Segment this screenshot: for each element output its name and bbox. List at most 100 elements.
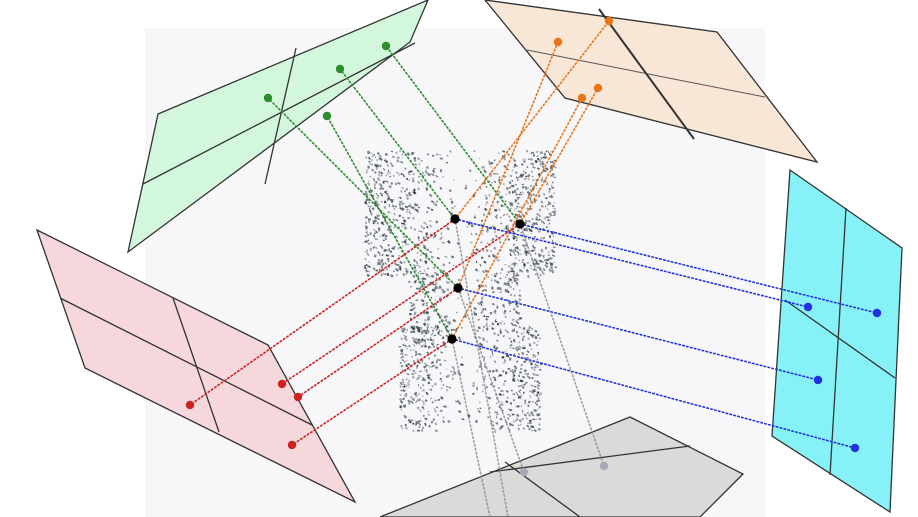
cloud-speck [538,159,542,164]
cloud-speck [490,279,493,282]
cloud-speck [407,381,410,384]
cloud-speck [525,226,530,231]
cloud-speck [423,369,426,372]
cloud-speck [509,253,512,257]
cloud-speck [400,389,403,392]
cloud-speck [502,205,505,207]
pink-plane-grid-line-v [172,297,220,433]
cloud-speck [537,351,540,354]
cloud-speck [445,256,448,258]
cloud-speck [422,339,427,343]
cloud-speck [509,340,512,343]
cloud-speck [446,320,450,324]
cloud-speck [429,281,434,285]
cloud-speck [526,372,530,375]
cloud-speck [434,422,438,426]
cloud-speck [542,220,546,225]
cloud-speck [548,268,552,273]
cloud-speck [535,374,539,376]
cloud-speck [514,199,518,203]
cloud-speck [544,259,547,262]
cloud-speck [439,168,443,173]
cloud-speck [548,251,550,254]
cloud-speck [369,162,372,165]
orange-projected-point [553,37,563,47]
cloud-speck [526,354,528,356]
cloud-speck [501,268,504,271]
cloud-speck [489,325,491,327]
cloud-speck [387,258,390,261]
cloud-speck [485,340,489,343]
cloud-speck [485,284,487,288]
cloud-speck [399,393,402,397]
cloud-speck [385,174,388,177]
cloud-speck [467,222,471,226]
cloud-speck [519,367,523,371]
cloud-speck [552,246,556,249]
cloud-speck [520,405,523,408]
cloud-speck [462,364,464,366]
cloud-speck [508,190,511,194]
cloud-speck [432,180,436,183]
cloud-speck [512,234,515,238]
cloud-speck [513,159,517,163]
cloud-speck [402,202,405,205]
cloud-speck [423,221,426,225]
cloud-speck [528,325,532,329]
cloud-speck [406,152,411,156]
cloud-speck [481,297,484,301]
cloud-speck [405,193,409,198]
cloud-speck [410,396,412,399]
cloud-speck [402,219,407,223]
cloud-speck [499,327,502,330]
green-plane-grid-line-h [142,42,416,185]
cloud-speck [534,365,538,369]
cloud-speck [490,161,494,165]
cloud-speck [418,265,421,269]
cloud-speck [424,362,427,365]
cloud-speck [406,328,408,332]
cloud-speck [517,374,521,378]
cloud-speck [508,181,512,185]
cloud-speck [491,274,493,277]
cloud-speck [476,369,478,373]
cloud-speck [522,338,524,341]
cloud-speck [515,330,519,334]
cloud-speck [516,250,520,255]
cloud-speck [492,376,496,379]
cloud-speck [426,225,429,229]
cloud-speck [384,234,388,238]
cloud-speck [448,189,452,193]
cloud-speck [496,402,498,405]
cloud-speck [506,290,510,294]
cloud-speck [400,250,403,253]
cloud-speck [482,384,484,386]
cloud-speck [512,249,517,252]
cloud-speck [364,266,368,270]
cloud-speck [527,411,530,415]
cloud-speck [408,193,412,197]
cloud-speck [394,262,397,266]
cloud-speck [444,323,446,325]
cloud-speck [411,177,415,181]
cloud-speck [501,320,504,323]
cloud-speck [515,176,519,180]
cloud-speck [369,232,372,236]
cloud-speck [411,307,415,310]
cloud-speck [517,176,520,179]
cloud-speck [548,235,552,239]
cloud-speck [534,252,537,255]
cloud-speck [434,325,437,328]
cloud-speck [477,318,481,322]
cloud-speck [368,260,371,263]
cloud-speck [416,209,419,212]
cloud-speck [533,249,536,252]
cloud-speck [500,389,504,393]
cloud-speck [508,302,512,305]
cloud-speck [375,269,379,272]
cloud-speck [530,208,533,210]
cloud-speck [527,274,530,278]
cloud-speck [536,358,539,361]
cloud-speck [378,229,380,232]
cloud-speck [513,323,518,327]
